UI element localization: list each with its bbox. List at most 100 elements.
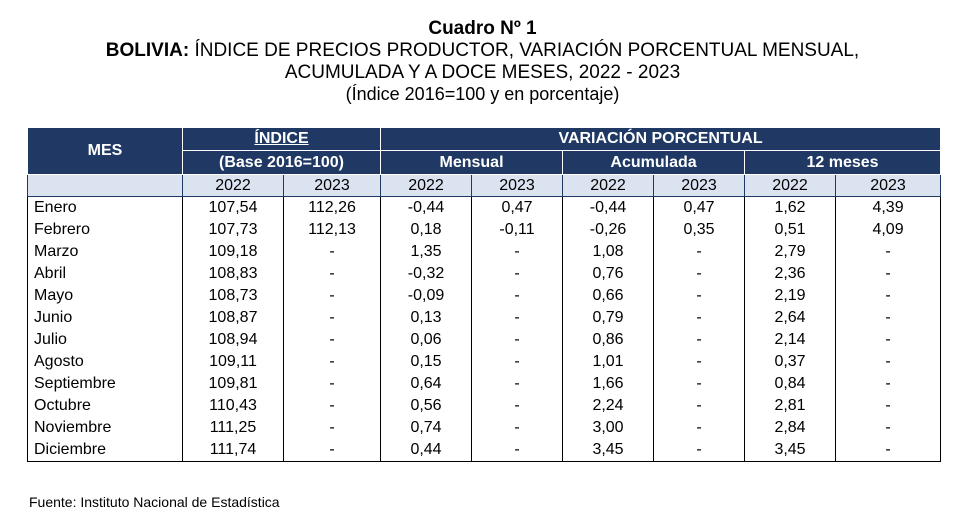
value-cell: - xyxy=(471,439,563,462)
value-cell: - xyxy=(282,439,381,462)
value-cell: 0,18 xyxy=(380,219,472,241)
title-block: Cuadro Nº 1 BOLIVIA: ÍNDICE DE PRECIOS P… xyxy=(0,18,965,105)
value-cell: 109,81 xyxy=(182,373,284,395)
value-cell: 2,36 xyxy=(744,263,836,285)
value-cell: - xyxy=(653,417,745,439)
value-cell: - xyxy=(653,439,745,462)
value-cell: 2,64 xyxy=(744,307,836,329)
table-row: Agosto 109,11-0,15-1,01-0,37- xyxy=(27,351,942,373)
header-year: 2022 xyxy=(744,174,837,197)
value-cell: - xyxy=(835,373,942,395)
value-cell: 109,11 xyxy=(182,351,284,373)
value-cell: - xyxy=(282,395,381,417)
value-cell: 0,76 xyxy=(562,263,654,285)
table-subtitle-line2: ACUMULADA Y A DOCE MESES, 2022 - 2023 xyxy=(284,62,681,83)
value-cell: 0,66 xyxy=(562,285,654,307)
value-cell: - xyxy=(653,373,745,395)
value-cell: 1,01 xyxy=(562,351,654,373)
value-cell: 0,84 xyxy=(744,373,836,395)
value-cell: - xyxy=(471,417,563,439)
value-cell: - xyxy=(653,241,745,263)
header-year: 2022 xyxy=(182,174,284,197)
value-cell: - xyxy=(835,285,942,307)
value-cell: 108,73 xyxy=(182,285,284,307)
value-cell: - xyxy=(653,307,745,329)
value-cell: 2,14 xyxy=(744,329,836,351)
value-cell: 111,74 xyxy=(182,439,284,462)
value-cell: - xyxy=(835,395,942,417)
value-cell: - xyxy=(471,395,563,417)
subtitle-text: ÍNDICE DE PRECIOS PRODUCTOR, VARIACIÓN P… xyxy=(189,40,860,61)
value-cell: -0,11 xyxy=(471,219,563,241)
subtitle-country: BOLIVIA: xyxy=(105,40,190,61)
value-cell: - xyxy=(471,329,563,351)
value-cell: - xyxy=(835,307,942,329)
value-cell: -0,26 xyxy=(562,219,654,241)
header-year: 2023 xyxy=(471,174,564,197)
value-cell: -0,44 xyxy=(562,196,654,219)
value-cell: 0,37 xyxy=(744,351,836,373)
month-cell: Julio xyxy=(27,329,183,351)
table-title: Cuadro Nº 1 xyxy=(428,18,537,39)
value-cell: - xyxy=(282,329,381,351)
value-cell: 0,86 xyxy=(562,329,654,351)
header-year-blank xyxy=(27,174,183,197)
table-row: Mayo 108,73- -0,09-0,66-2,19- xyxy=(27,285,942,307)
value-cell: 0,13 xyxy=(380,307,472,329)
price-index-table: MES ÍNDICE VARIACIÓN PORCENTUAL (Base 20… xyxy=(27,127,942,462)
value-cell: - xyxy=(471,307,563,329)
value-cell: 3,45 xyxy=(562,439,654,462)
table-row: Septiembre 109,81-0,64-1,66-0,84- xyxy=(27,373,942,395)
value-cell: 2,79 xyxy=(744,241,836,263)
value-cell: - xyxy=(282,263,381,285)
value-cell: - xyxy=(471,285,563,307)
value-cell: - xyxy=(282,417,381,439)
month-cell: Noviembre xyxy=(27,417,183,439)
value-cell: - xyxy=(653,263,745,285)
header-year: 2022 xyxy=(380,174,473,197)
value-cell: - xyxy=(471,241,563,263)
value-cell: - xyxy=(835,439,942,462)
month-cell: Abril xyxy=(27,263,183,285)
value-cell: - xyxy=(282,373,381,395)
value-cell: 0,35 xyxy=(653,219,745,241)
value-cell: 1,62 xyxy=(744,196,836,219)
table-body: Enero 107,54 112,26 -0,44 0,47 -0,44 0,47 1,62 4… xyxy=(27,196,942,462)
value-cell: -0,44 xyxy=(380,196,472,219)
value-cell: 0,47 xyxy=(653,196,745,219)
value-cell: 0,79 xyxy=(562,307,654,329)
header-year: 2023 xyxy=(282,174,382,197)
value-cell: - xyxy=(471,263,563,285)
table-units: (Índice 2016=100 y en porcentaje) xyxy=(345,84,620,104)
value-cell: 2,19 xyxy=(744,285,836,307)
month-cell: Junio xyxy=(27,307,183,329)
value-cell: 0,56 xyxy=(380,395,472,417)
table-row: Febrero 107,73 112,13 0,18 -0,11 -0,26 0,35 0,5… xyxy=(27,219,942,241)
table-row: Julio 108,94-0,06-0,86-2,14- xyxy=(27,329,942,351)
value-cell: 108,83 xyxy=(182,263,284,285)
table-row: Junio 108,87-0,13-0,79-2,64- xyxy=(27,307,942,329)
value-cell: 1,08 xyxy=(562,241,654,263)
header-indice-base: (Base 2016=100) xyxy=(181,150,382,175)
value-cell: 0,51 xyxy=(744,219,836,241)
value-cell: 1,35 xyxy=(380,241,472,263)
value-cell: 107,73 xyxy=(182,219,284,241)
value-cell: - xyxy=(282,241,381,263)
value-cell: - xyxy=(282,307,381,329)
value-cell: 0,15 xyxy=(380,351,472,373)
header-year: 2022 xyxy=(562,174,655,197)
value-cell: -0,09 xyxy=(380,285,472,307)
value-cell: - xyxy=(653,395,745,417)
month-cell: Octubre xyxy=(27,395,183,417)
month-cell: Mayo xyxy=(27,285,183,307)
value-cell: 107,54 xyxy=(182,196,284,219)
table-row: Diciembre 111,74-0,44-3,45-3,45- xyxy=(27,439,942,462)
year-header-row: 2022 2023 2022 2023 2022 2023 2022 2023 xyxy=(27,174,942,197)
value-cell: 0,44 xyxy=(380,439,472,462)
value-cell: 112,26 xyxy=(282,196,381,219)
value-cell: 110,43 xyxy=(182,395,284,417)
value-cell: 111,25 xyxy=(182,417,284,439)
month-cell: Septiembre xyxy=(27,373,183,395)
table-subtitle: BOLIVIA: ÍNDICE DE PRECIOS PRODUCTOR, VA… xyxy=(0,40,965,62)
month-cell: Diciembre xyxy=(27,439,183,462)
